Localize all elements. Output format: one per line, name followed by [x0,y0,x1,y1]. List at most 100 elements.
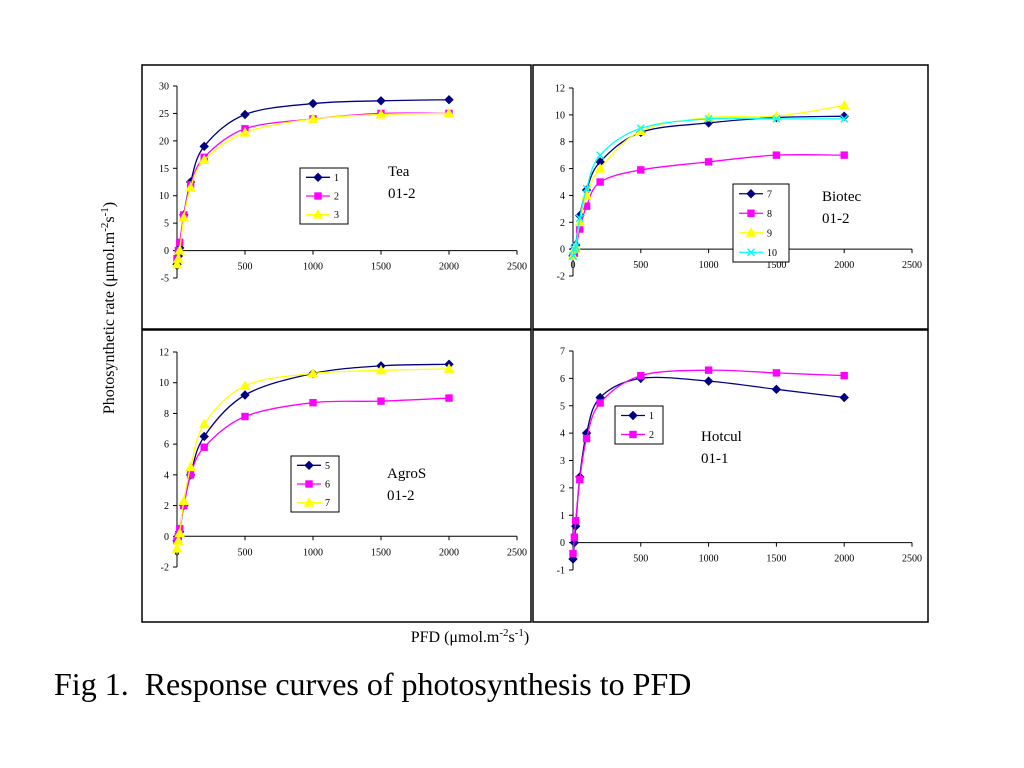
legend-item-5: 5 [297,460,330,472]
data-point-5 [199,141,209,152]
x-tick-label: 1000 [303,262,323,273]
panel-frame [141,64,532,330]
y-tick-label: 4 [164,470,169,481]
chart-panel-3: -2 0 2 4 6 8 10 12 0 500 1000 1500 2000 2500 5 6 7 AgroS 0… [141,329,532,623]
y-tick-label: 25 [159,109,169,120]
series-line [176,363,450,542]
x-tick-label: 1000 [699,554,719,565]
data-point-8 [377,397,385,405]
data-point-9 [840,114,849,123]
data-point-3 [576,475,584,484]
data-point-7 [703,376,714,386]
data-point-4 [185,181,196,192]
data-point-7 [704,366,713,374]
x-tick-label: 1500 [766,554,786,565]
y-tick-label: 3 [560,456,565,467]
data-point-0 [569,549,577,558]
panel-annotation: AgroS 01-2 [387,466,426,504]
y-tick-label: 12 [159,348,169,359]
data-point-9 [839,111,849,121]
x-tick-label: 0 [175,547,180,558]
data-point-5 [199,431,209,442]
x-tick-label: 500 [238,547,253,558]
series-2 [569,366,848,558]
x-tick-label: 1500 [371,262,391,273]
legend-item-10: 10 [739,248,777,259]
legend-label: 7 [325,498,330,509]
panel-frame [532,329,929,623]
data-point-9 [839,392,849,403]
legend-item-7: 7 [297,497,330,509]
x-tick-label: 2500 [902,554,922,565]
data-point-9 [444,95,454,105]
data-point-7 [704,158,713,166]
legend-item-6: 6 [297,480,330,491]
data-point-3 [178,495,190,505]
x-tick-label: 2000 [834,554,854,565]
x-tick-label: 2000 [834,260,854,271]
series-7 [568,111,849,261]
y-tick-label: 7 [560,347,565,358]
data-point-legend [629,430,637,439]
data-point-7 [308,98,318,109]
y-tick-label: 10 [159,191,169,202]
data-point-legend [304,460,314,471]
data-point-legend [745,227,757,237]
legend-item-9: 9 [739,227,772,239]
data-point-legend [312,209,324,219]
annotation-line: 01-2 [388,186,416,202]
data-point-1 [570,533,579,541]
x-tick-label: 2500 [507,262,527,273]
data-point-7 [704,114,713,123]
data-point-9 [445,394,453,402]
data-point-8 [375,109,387,119]
series-7 [171,363,455,553]
x-tick-label: 0 [571,260,576,271]
data-point-8 [771,384,782,395]
series-line [572,376,845,560]
data-point-6 [241,412,249,421]
legend-label: 7 [767,189,772,200]
data-point-7 [307,113,319,123]
y-tick-label: 15 [159,164,169,175]
data-point-5 [198,154,210,165]
y-tick-label: 2 [560,483,565,494]
x-tick-label: 500 [238,262,253,273]
data-point-1 [173,253,184,263]
y-tick-label: 4 [560,191,565,202]
legend-label: 1 [649,411,654,422]
y-tick-label: 2 [560,218,565,229]
legend-item-2: 2 [306,192,339,203]
data-point-6 [636,124,645,133]
legend-item-7: 7 [739,189,772,200]
data-point-0 [568,251,578,260]
data-point-5 [594,163,606,173]
data-point-2 [174,245,186,255]
annotation-line: AgroS [387,466,426,482]
data-point-legend [303,497,315,507]
legend: 5 6 7 [290,455,340,513]
y-tick-label: 1 [560,511,565,522]
data-point-1 [173,535,184,545]
legend-box [732,183,790,263]
y-tick-label: 0 [164,532,169,543]
legend-label: 2 [334,192,339,203]
data-point-legend [746,248,756,257]
data-point-5 [596,151,605,160]
y-tick-label: -2 [557,272,565,283]
data-point-9 [443,363,455,373]
annotation-line: Hotcul [701,429,742,445]
x-tick-label: 2000 [439,262,459,273]
y-tick-label: 0 [560,538,565,549]
data-point-legend [313,172,323,183]
panel-annotation: Biotec 01-2 [822,189,861,227]
legend: 7 8 9 10 [732,183,790,263]
series-10 [568,114,849,260]
data-point-4 [582,434,591,443]
panel-annotation: Tea 01-2 [388,164,416,202]
x-axis-label: PFD (μmol.m-2s-1) [411,627,530,646]
data-point-5 [200,443,208,451]
data-point-2 [176,238,184,247]
y-tick-label: -2 [161,563,169,574]
annotation-line: 01-1 [701,451,729,467]
